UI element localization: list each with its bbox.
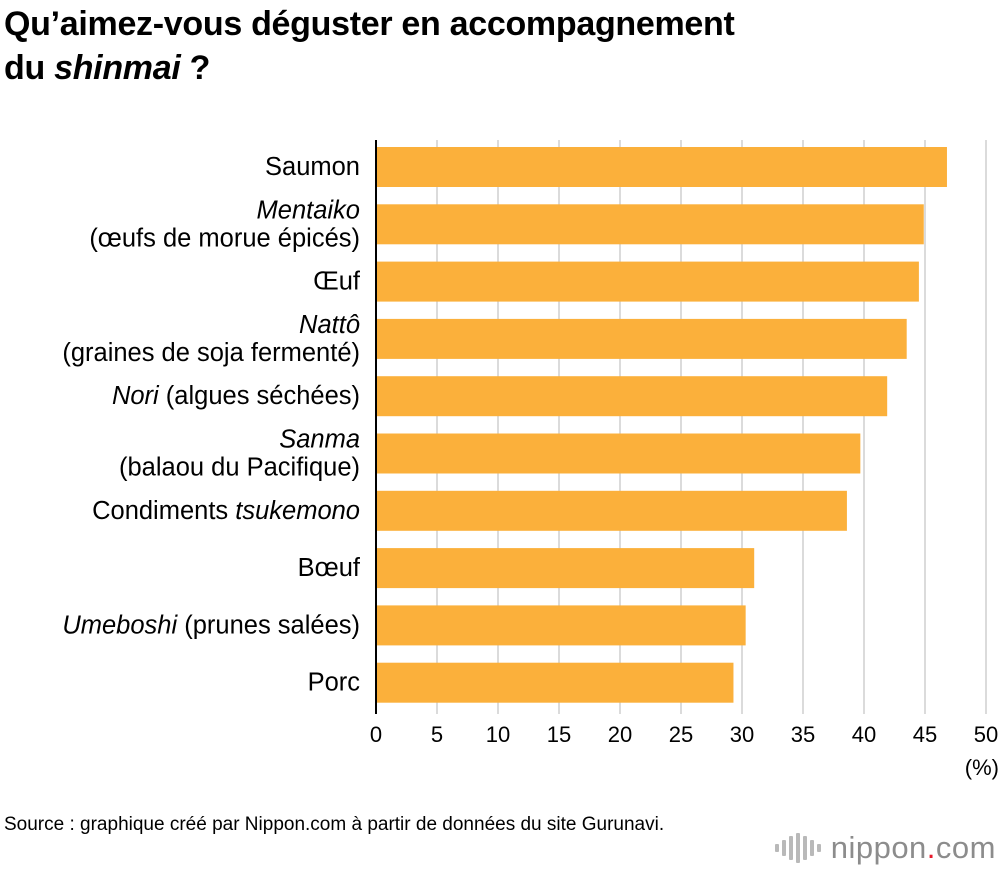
- bar-0: [376, 147, 947, 187]
- bar-4: [376, 376, 888, 417]
- tick-label-5: 5: [431, 722, 443, 747]
- bar-chart: Saumon Mentaiko (œufs de morue épicés) Œuf N…: [62, 140, 999, 780]
- title-line-2: du shinmai ?: [4, 46, 984, 90]
- tick-label-30: 30: [730, 722, 754, 747]
- tick-label-40: 40: [852, 722, 876, 747]
- category-label-9: Porc: [308, 669, 361, 697]
- tick-label-25: 25: [669, 722, 693, 747]
- category-label-1: Mentaiko (œufs de morue épicés): [89, 196, 360, 252]
- bar-8: [376, 605, 746, 646]
- title-line-2-italic: shinmai: [54, 49, 181, 87]
- tick-label-20: 20: [608, 722, 632, 747]
- tick-label-50: 50: [974, 722, 998, 747]
- category-label-0: Saumon: [265, 153, 360, 181]
- category-label-8: Umeboshi (prunes salées): [62, 611, 360, 639]
- bar-6: [376, 490, 847, 531]
- tick-label-35: 35: [791, 722, 815, 747]
- source-note: Source : graphique créé par Nippon.com à…: [4, 814, 665, 835]
- category-label-2: Œuf: [313, 268, 361, 296]
- title-line-2-prefix: du: [4, 49, 55, 87]
- category-label-7: Bœuf: [298, 554, 361, 582]
- title-line-1: Qu’aimez-vous déguster en accompagnement: [4, 5, 735, 43]
- logo-dot: .: [926, 830, 936, 865]
- tick-label-0: 0: [370, 722, 382, 747]
- bar-9: [376, 662, 734, 703]
- unit-label: (%): [965, 755, 999, 780]
- logo-suffix: com: [935, 830, 996, 865]
- logo-name: nippon: [830, 830, 927, 865]
- bar-1: [376, 204, 924, 245]
- logo-mark-icon: [774, 833, 821, 863]
- bar-5: [376, 433, 861, 474]
- category-label-5: Sanma (balaou du Pacifique): [119, 426, 360, 482]
- tick-label-15: 15: [547, 722, 571, 747]
- nippon-logo: nippon.com: [774, 830, 996, 866]
- logo-wordmark: nippon.com: [831, 830, 996, 866]
- category-label-4: Nori (algues séchées): [112, 382, 360, 410]
- tick-label-45: 45: [913, 722, 937, 747]
- category-label-6: Condiments tsukemono: [92, 497, 360, 525]
- title-line-2-suffix: ?: [180, 49, 211, 87]
- tick-label-10: 10: [486, 722, 510, 747]
- chart-title: Qu’aimez-vous déguster en accompagnement…: [4, 2, 984, 90]
- bar-7: [376, 548, 755, 589]
- bar-2: [376, 261, 919, 302]
- bar-3: [376, 318, 907, 359]
- category-label-3: Nattô (graines de soja fermenté): [62, 311, 360, 367]
